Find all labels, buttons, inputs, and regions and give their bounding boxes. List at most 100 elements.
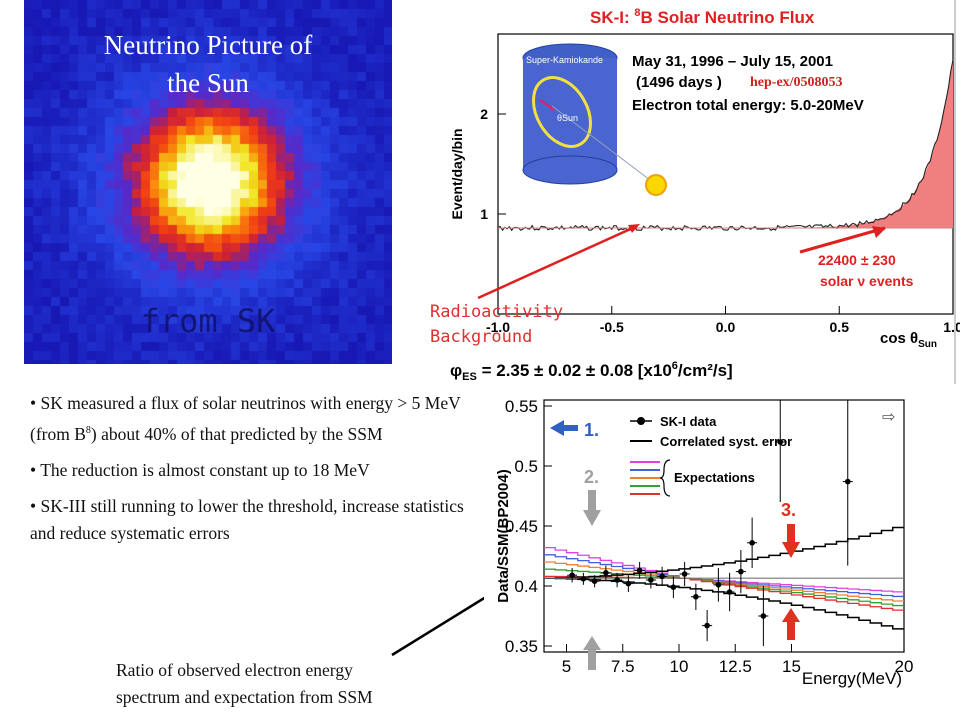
ratio-data-points — [567, 400, 853, 646]
marker-3-arrow-up — [782, 608, 800, 640]
ratio-x-tick-label: 7.5 — [611, 657, 635, 676]
data-point — [603, 570, 609, 576]
data-point — [760, 613, 767, 619]
flux-x-tick-label: -0.5 — [600, 319, 624, 335]
flux-y-axis-label: Event/day/bin — [449, 128, 465, 219]
detector-label: Super-Kamiokande — [526, 55, 603, 65]
legend-data-label: SK-I data — [660, 414, 717, 429]
flux-title: SK-I: 8B Solar Neutrino Flux — [590, 7, 815, 27]
radioactivity-label-line2: Background — [430, 327, 533, 347]
flux-formula: φES = 2.35 ± 0.02 ± 0.08 [x106/cm²/s] — [450, 360, 733, 383]
ratio-y-tick-label: 0.5 — [514, 457, 538, 476]
ratio-y-axis-label: Data/SSM(BP2004) — [495, 469, 512, 602]
events-count: 22400 ± 230 — [818, 252, 896, 268]
ratio-x-tick-label: 10 — [670, 657, 689, 676]
ratio-y-tick-label: 0.4 — [514, 577, 538, 596]
marker-1-arrow — [550, 420, 578, 436]
data-point — [777, 439, 784, 445]
marker-2-label: 2. — [584, 467, 599, 487]
data-point — [693, 594, 699, 600]
flux-y-tick-label: 1 — [480, 206, 488, 222]
data-point — [704, 622, 710, 629]
marker-1-label: 1. — [584, 420, 599, 440]
ratio-chart-svg: Data/SSM(BP2004) Energy(MeV) 5 7.5 10 12.5 1… — [484, 386, 914, 706]
data-point — [659, 573, 665, 580]
marker-3-label: 3. — [781, 500, 796, 520]
ratio-x-tick-label: 20 — [895, 657, 914, 676]
electron-track — [539, 99, 555, 111]
legend-expectation-lines — [630, 461, 660, 495]
ratio-x-tick-label: 12.5 — [719, 657, 752, 676]
marker-2-arrow-down — [583, 490, 601, 526]
data-point — [591, 578, 598, 584]
data-point — [569, 572, 575, 578]
ratio-legend: SK-I data Correlated syst. error Expecta… — [630, 414, 792, 497]
legend-expectations-label: Expectations — [674, 470, 755, 485]
neutrino-sun-image: Neutrino Picture of the Sun from SK — [24, 0, 392, 364]
marker-2: 2. — [583, 467, 601, 670]
events-arrow — [799, 226, 886, 254]
sun-title-line1: Neutrino Picture of — [103, 30, 313, 60]
data-point — [726, 589, 733, 595]
data-point — [614, 577, 620, 583]
sun-title-line2: the Sun — [167, 68, 249, 98]
marker-2-arrow-up — [583, 636, 601, 670]
ratio-chart: Data/SSM(BP2004) Energy(MeV) 5 7.5 10 12.5 1… — [484, 386, 914, 706]
ratio-caption-line1: Ratio of observed electron energy — [116, 660, 353, 680]
ratio-caption-line2: spectrum and expectation from SSM — [116, 687, 373, 707]
flux-signal-area — [759, 59, 953, 228]
sun-watermark: from SK — [140, 302, 276, 340]
bullet-item: • The reduction is almost constant up to… — [30, 459, 370, 480]
legend-brace — [659, 459, 671, 497]
ratio-ticks: 5 7.5 10 12.5 15 20 0.35 0.4 0.45 0.5 0.55 — [505, 397, 914, 676]
flux-background — [430, 0, 960, 384]
data-point — [580, 576, 587, 582]
ratio-caption: Ratio of observed electron energy spectr… — [116, 657, 476, 711]
legend-data-dot — [637, 417, 645, 425]
marker-1: 1. — [550, 420, 599, 440]
flux-x-tick-label: 0.0 — [716, 319, 736, 335]
detector-body — [523, 58, 617, 170]
detector-angle-label: θSun — [557, 113, 578, 123]
background-arrowhead — [628, 224, 640, 233]
flux-chart: SK-I: 8B Solar Neutrino Flux Event/day/b… — [430, 0, 960, 384]
ratio-background — [484, 386, 914, 706]
data-point — [648, 577, 654, 583]
flux-y-tick-label: 2 — [480, 106, 488, 122]
background-arrow — [477, 224, 638, 300]
data-point — [738, 568, 744, 575]
data-point — [625, 580, 632, 587]
sun-image-title: Neutrino Picture of the Sun — [24, 26, 392, 102]
data-point — [844, 478, 851, 485]
detector-bottom — [522, 155, 618, 185]
flux-days: (1496 days ) — [636, 74, 722, 91]
flux-x-axis-label: cos θSun — [880, 330, 937, 350]
ratio-y-tick-label: 0.55 — [505, 397, 538, 416]
marker-3: 3. — [781, 500, 800, 640]
data-point — [670, 584, 677, 590]
radioactivity-label-line1: Radioactivity — [430, 302, 564, 322]
syst-lower-line — [544, 577, 904, 630]
ratio-y-tick-label: 0.45 — [505, 517, 538, 536]
marker-3-arrow-down — [782, 524, 800, 558]
detector-inset: Super-Kamiokande θSun — [522, 43, 667, 196]
data-point — [749, 540, 755, 546]
sun-direction-line — [551, 105, 655, 184]
flux-x-tick-label: -1.0 — [486, 319, 510, 335]
flux-date-range: May 31, 1996 – July 15, 2001 — [632, 53, 833, 70]
events-label: solar ν events — [820, 273, 914, 289]
data-point — [715, 582, 722, 588]
events-arrowhead — [872, 226, 886, 238]
bullet-list: • SK measured a flux of solar neutrinos … — [30, 390, 466, 556]
cherenkov-ring — [532, 76, 592, 148]
overflow-arrow-icon: ⇨ — [882, 407, 895, 426]
ratio-y-tick-label: 0.35 — [505, 637, 538, 656]
radioactivity-background-label: Radioactivity Background — [430, 300, 563, 350]
legend-syst-label: Correlated syst. error — [660, 434, 792, 449]
flux-reference: hep-ex/0508053 — [750, 75, 843, 90]
ratio-x-axis-label: Energy(MeV) — [802, 669, 902, 688]
flux-chart-svg: SK-I: 8B Solar Neutrino Flux Event/day/b… — [430, 0, 960, 384]
flux-energy-range: Electron total energy: 5.0-20MeV — [632, 97, 864, 114]
bullet-item: • SK measured a flux of solar neutrinos … — [30, 393, 461, 444]
flux-x-tick-label: 0.5 — [830, 319, 850, 335]
